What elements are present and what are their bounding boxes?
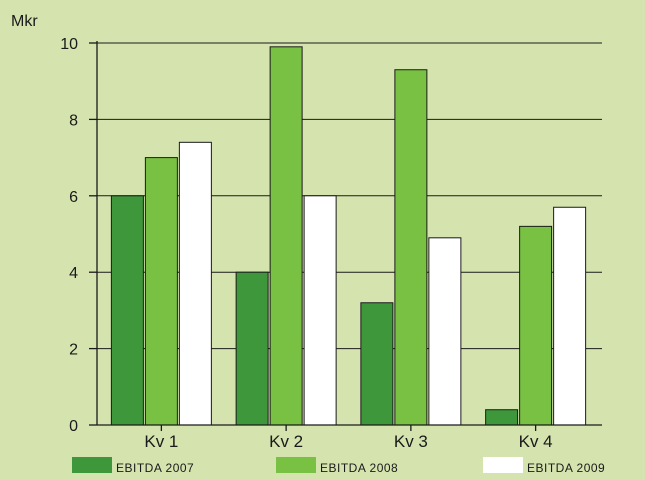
y-tick-label: 0 [69, 418, 78, 435]
bar [110, 195, 144, 426]
legend-swatch [483, 457, 523, 473]
y-unit-label: Mkr [11, 13, 38, 30]
bar [394, 69, 428, 426]
y-tick-label: 10 [60, 36, 78, 53]
legend-swatch [276, 457, 316, 473]
bar [178, 141, 212, 426]
x-category-labels: Kv 1 Kv 2 Kv 3 Kv 4 [144, 432, 552, 451]
legend: EBITDA 2007 EBITDA 2008 EBITDA 2009 [72, 457, 605, 475]
bar [303, 195, 337, 426]
x-category-label: Kv 4 [519, 432, 553, 451]
x-category-label: Kv 2 [269, 432, 303, 451]
legend-label: EBITDA 2009 [527, 461, 605, 475]
bar [553, 206, 587, 426]
bar [144, 157, 178, 426]
legend-label: EBITDA 2008 [320, 461, 398, 475]
y-tick-label: 4 [69, 265, 78, 282]
x-category-label: Kv 3 [394, 432, 428, 451]
bar [485, 409, 519, 426]
y-tick-label: 8 [69, 112, 78, 129]
legend-swatch [72, 457, 112, 473]
bar [360, 302, 394, 426]
y-tick-label: 6 [69, 189, 78, 206]
y-tick-label: 2 [69, 342, 78, 359]
x-category-label: Kv 1 [144, 432, 178, 451]
y-tick-labels: 0 2 4 6 8 10 [60, 36, 78, 435]
axes [96, 41, 602, 426]
legend-label: EBITDA 2007 [116, 461, 194, 475]
bar [269, 46, 303, 426]
bar [428, 237, 462, 426]
bars [110, 46, 587, 431]
bar [235, 271, 269, 426]
bar [519, 225, 553, 426]
